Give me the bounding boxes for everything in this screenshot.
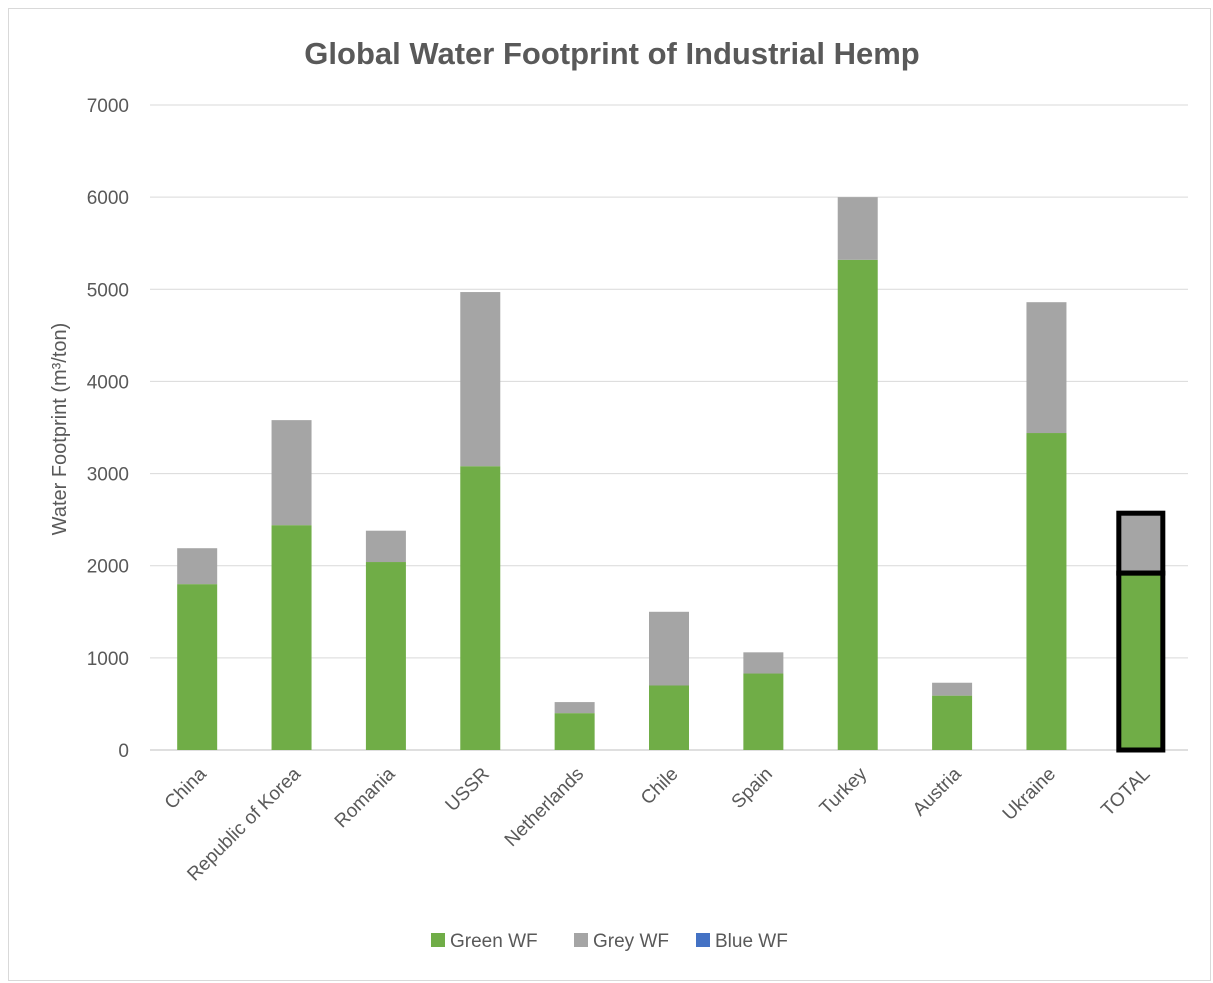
bar-grey-wf <box>1120 513 1161 574</box>
y-axis-ticks: 0 1000 2000 3000 4000 5000 6000 7000 <box>87 96 129 762</box>
y-tick-label: 7000 <box>87 96 129 117</box>
y-tick-label: 0 <box>118 741 129 762</box>
bar-grey-wf <box>743 652 784 674</box>
y-tick-label: 3000 <box>87 465 129 486</box>
bar-green-wf <box>460 466 501 750</box>
bar-grey-wf <box>271 420 312 526</box>
x-tick-label: Austria <box>909 763 966 820</box>
bar-stack-republic-of-korea <box>271 420 312 750</box>
highlight-outline-upper <box>1116 510 1166 576</box>
bar-green-wf <box>177 584 218 750</box>
x-tick-label: China <box>161 763 211 813</box>
bar-green-wf <box>932 695 973 750</box>
chart-frame <box>8 8 1211 981</box>
bar-stack-netherlands <box>554 702 595 750</box>
bar-grey-wf <box>932 682 973 696</box>
x-tick-label: Spain <box>728 764 777 813</box>
bar-green-wf <box>271 525 312 750</box>
bar-green-wf <box>365 562 406 750</box>
y-tick-label: 1000 <box>87 649 129 670</box>
bar-grey-wf <box>177 548 218 585</box>
x-tick-label: Turkey <box>816 763 872 819</box>
bar-stack-turkey <box>837 197 878 750</box>
bar-green-wf <box>743 673 784 750</box>
legend-item: Blue WF <box>696 931 788 952</box>
y-tick-label: 5000 <box>87 280 129 301</box>
bar-green-wf <box>837 259 878 750</box>
bar-grey-wf <box>837 197 878 260</box>
bar-green-wf <box>1026 433 1067 750</box>
bar-grey-wf <box>365 530 406 563</box>
bar-grey-wf <box>649 611 689 686</box>
bar-stack-spain <box>743 652 784 750</box>
bar-stack-chile <box>649 611 689 750</box>
legend-swatch <box>431 933 445 947</box>
legend-label: Blue WF <box>715 931 788 952</box>
bar-grey-wf <box>460 292 501 467</box>
x-tick-label: Romania <box>331 763 400 832</box>
legend-label: Grey WF <box>593 931 669 952</box>
y-axis-label: Water Footprint (m³/ton) <box>49 323 71 536</box>
bar-grey-wf <box>554 702 595 714</box>
legend: Green WF Grey WF Blue WF <box>431 931 788 952</box>
y-tick-label: 4000 <box>87 372 129 393</box>
bar-green-wf <box>649 685 689 750</box>
bar-grey-wf <box>1026 302 1067 434</box>
legend-label: Green WF <box>450 931 538 952</box>
y-tick-label: 2000 <box>87 557 129 578</box>
bar-stack-ukraine <box>1026 302 1067 750</box>
bar-green-wf <box>554 713 595 750</box>
bars <box>177 197 1166 753</box>
x-tick-label: TOTAL <box>1097 764 1154 821</box>
legend-swatch <box>574 933 588 947</box>
x-tick-label: Chile <box>637 764 682 809</box>
legend-swatch <box>696 933 710 947</box>
bar-stack-romania <box>365 530 406 750</box>
gridlines <box>150 104 1188 751</box>
bar-green-wf <box>1120 573 1161 750</box>
y-tick-label: 6000 <box>87 188 129 209</box>
bar-stack-ussr <box>460 292 501 750</box>
bar-stack-total <box>1116 510 1166 753</box>
legend-item: Grey WF <box>574 931 669 952</box>
legend-item: Green WF <box>431 931 538 952</box>
bar-stack-china <box>177 548 218 750</box>
bar-stack-austria <box>932 682 973 750</box>
x-tick-label: Netherlands <box>501 764 588 851</box>
chart-title: Global Water Footprint of Industrial Hem… <box>304 36 919 71</box>
x-tick-label: USSR <box>442 764 494 816</box>
x-tick-label: Ukraine <box>999 764 1060 825</box>
